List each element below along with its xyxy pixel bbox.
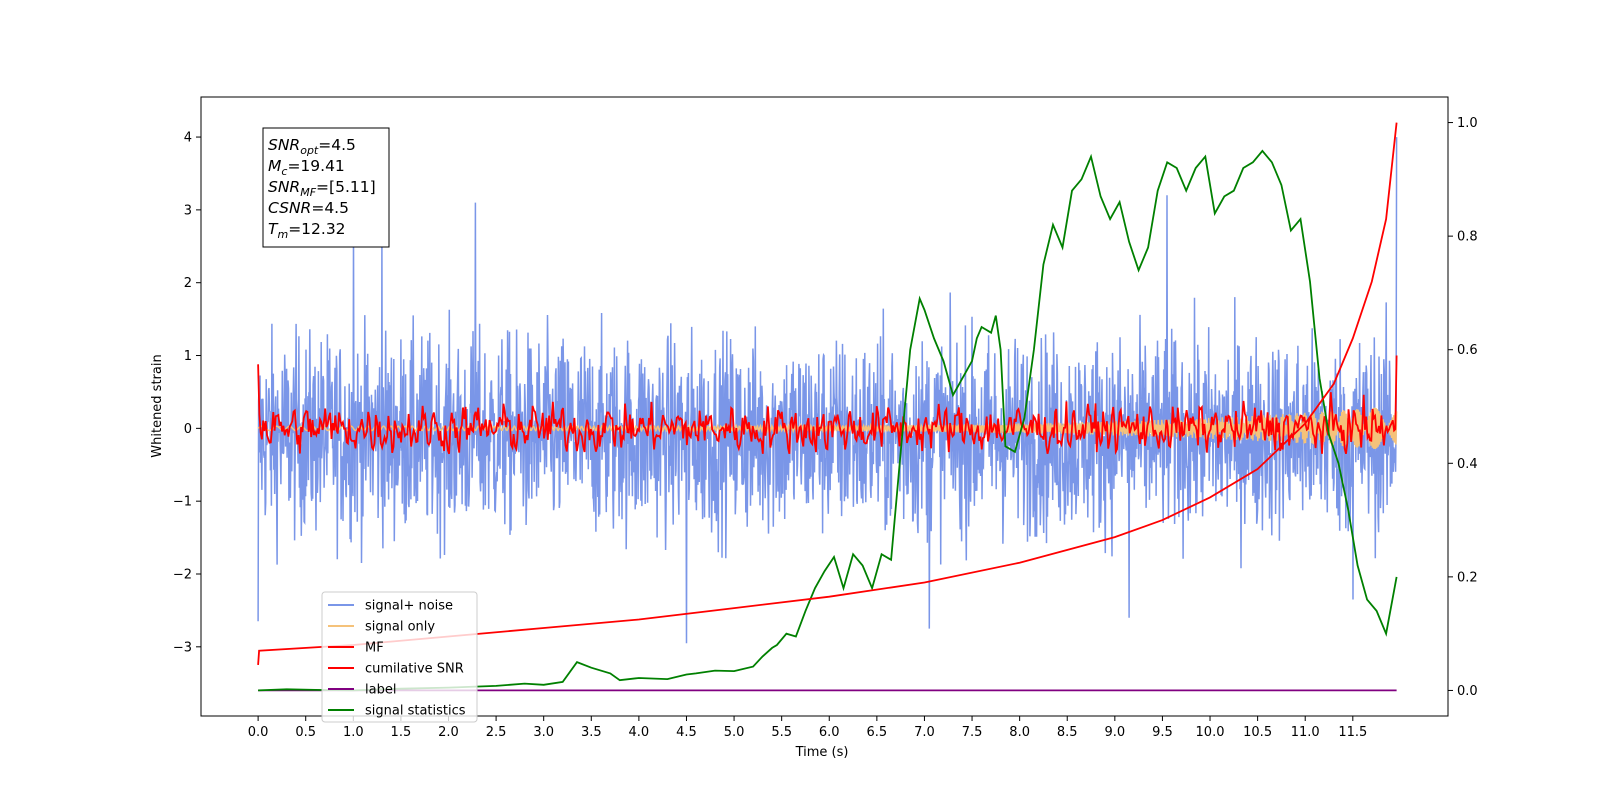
annotation-subscript: c <box>281 165 287 178</box>
annotation-symbol: CSNR <box>268 199 311 217</box>
annotation-box: SNRopt=4.5Mc=19.41SNRMF=[5.11]CSNR=4.5Tm… <box>262 127 390 248</box>
x-tick-label: 4.5 <box>676 725 697 740</box>
legend-entry-label: signal+ noise <box>365 599 453 614</box>
x-tick-label: 2.0 <box>438 725 459 740</box>
x-tick-label: 1.5 <box>391 725 412 740</box>
x-tick-label: 6.5 <box>867 725 888 740</box>
x-tick-label: 6.0 <box>819 725 840 740</box>
x-tick-label: 7.5 <box>962 725 983 740</box>
annotation-subscript: MF <box>300 186 316 199</box>
y-axis-left-ticks: 4 3 2 1 0 −1 −2 −3 <box>173 131 201 655</box>
annotation-frame <box>262 127 390 248</box>
annotation-line: Tm=12.32 <box>268 220 346 241</box>
annotation-line: Mc=19.41 <box>268 157 345 178</box>
x-tick-label: 11.0 <box>1291 725 1320 740</box>
x-tick-label: 11.5 <box>1338 725 1367 740</box>
annotation-line: SNRopt=4.5 <box>268 136 356 157</box>
axes-frame <box>200 96 1449 717</box>
x-tick-label: 10.5 <box>1243 725 1272 740</box>
series-signal-statistics-line <box>258 149 1398 692</box>
annotation-value: =12.32 <box>288 220 345 238</box>
annotation-value: =4.5 <box>318 136 356 154</box>
y-left-tick-label: 4 <box>184 131 192 146</box>
y-left-tick-label: 2 <box>184 276 192 291</box>
legend-entry-label: signal statistics <box>365 704 466 719</box>
annotation-symbol: SNR <box>268 136 300 154</box>
annotation-symbol: T <box>268 220 279 238</box>
legend-entry-label: signal only <box>365 620 435 635</box>
y-left-tick-label: −1 <box>173 495 192 510</box>
x-tick-label: 0.0 <box>248 725 269 740</box>
legend-frame <box>321 591 478 723</box>
annotation-value: =[5.11] <box>316 178 376 196</box>
x-tick-label: 5.0 <box>724 725 745 740</box>
y-axis-right-ticks: 1.0 0.8 0.6 0.4 0.2 0.0 <box>1448 116 1478 699</box>
x-tick-label: 9.0 <box>1104 725 1125 740</box>
y-left-tick-label: 3 <box>184 203 192 218</box>
annotation-subscript: m <box>277 228 288 241</box>
x-tick-label: 4.0 <box>629 725 650 740</box>
annotation-symbol: SNR <box>268 178 300 196</box>
annotation-value: =4.5 <box>311 199 349 217</box>
y-axis-left-label: Whitened strain <box>150 354 165 457</box>
x-tick-label: 0.5 <box>295 725 316 740</box>
legend-entry-label: label <box>365 683 396 698</box>
legend-entry-label: MF <box>365 641 384 656</box>
y-right-tick-label: 0.4 <box>1457 457 1478 472</box>
x-axis-ticks: 0.0 0.5 1.0 1.5 2.0 2.5 3.0 3.5 4.0 4.5 5.0 5.5 6.0 6… <box>248 716 1367 740</box>
y-left-tick-label: −2 <box>173 567 192 582</box>
legend-entry-label: cumilative SNR <box>365 662 464 677</box>
y-left-tick-label: −3 <box>173 640 192 655</box>
y-right-tick-label: 1.0 <box>1457 116 1478 131</box>
series-mf-line <box>257 355 1398 456</box>
y-left-tick-label: 0 <box>184 422 192 437</box>
annotation-symbol: M <box>268 157 281 175</box>
x-tick-label: 5.5 <box>771 725 792 740</box>
y-right-tick-label: 0.8 <box>1457 230 1478 245</box>
x-tick-label: 10.0 <box>1196 725 1225 740</box>
legend: signal+ noise signal only MF cumilative SNR… <box>321 591 478 723</box>
x-tick-label: 7.0 <box>914 725 935 740</box>
y-right-tick-label: 0.2 <box>1457 570 1478 585</box>
x-tick-label: 3.5 <box>581 725 602 740</box>
x-tick-label: 3.0 <box>533 725 554 740</box>
x-tick-label: 9.5 <box>1152 725 1173 740</box>
x-tick-label: 8.0 <box>1009 725 1030 740</box>
y-right-tick-label: 0.6 <box>1457 343 1478 358</box>
y-right-tick-label: 0.0 <box>1457 684 1478 699</box>
x-axis-label: Time (s) <box>795 745 849 760</box>
series-signal-only-line <box>257 407 1398 450</box>
x-tick-label: 1.0 <box>343 725 364 740</box>
y-left-tick-label: 1 <box>184 349 192 364</box>
x-tick-label: 8.5 <box>1057 725 1078 740</box>
annotation-line: CSNR=4.5 <box>268 199 349 217</box>
x-tick-label: 2.5 <box>486 725 507 740</box>
annotation-line: SNRMF=[5.11] <box>268 178 376 199</box>
annotation-subscript: opt <box>300 144 319 157</box>
annotation-value: =19.41 <box>287 157 344 175</box>
